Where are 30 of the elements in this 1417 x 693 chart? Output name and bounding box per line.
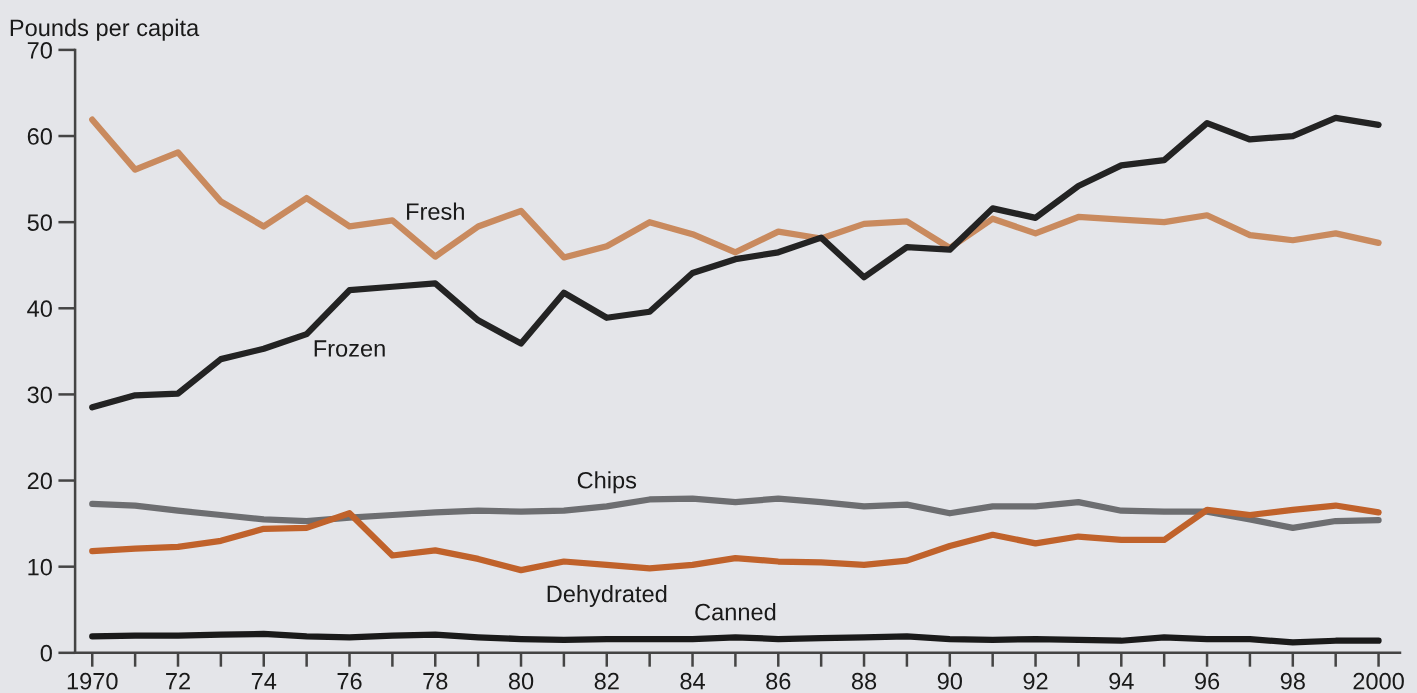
series-label: Chips: [577, 471, 637, 494]
series-label: Frozen: [314, 340, 385, 357]
y-tick-label: 70: [27, 41, 52, 59]
y-tick-label: 30: [27, 386, 52, 404]
x-tick-label: 1970: [67, 672, 118, 690]
x-tick-label: 76: [337, 672, 362, 690]
x-tick-label: 72: [166, 672, 190, 690]
x-tick-label: 94: [1109, 672, 1134, 690]
x-tick-label: 78: [423, 672, 448, 690]
x-tick-label: 98: [1280, 672, 1305, 690]
y-tick-label: 20: [27, 472, 52, 490]
x-tick-label: 82: [594, 672, 619, 690]
x-tick-label: 90: [937, 672, 962, 690]
y-tick-label: 40: [27, 300, 52, 318]
x-tick-label: 88: [851, 672, 877, 690]
y-tick-label: 50: [27, 214, 52, 231]
series-label: Fresh: [407, 202, 464, 220]
series-label: Canned: [695, 603, 776, 621]
x-tick-label: 2000: [1353, 672, 1404, 690]
x-tick-label: 92: [1023, 672, 1048, 690]
y-tick-label: 0: [40, 644, 52, 662]
x-tick-label: 80: [508, 672, 534, 690]
series-label: Dehydrated: [547, 584, 667, 607]
y-axis-title: Pounds per capita: [10, 18, 200, 41]
y-tick-label: 10: [28, 558, 52, 576]
x-tick-label: 86: [766, 672, 791, 690]
x-tick-label: 96: [1195, 672, 1220, 690]
y-tick-label: 60: [27, 128, 52, 145]
x-tick-label: 84: [680, 672, 705, 690]
x-tick-label: 74: [251, 673, 277, 690]
